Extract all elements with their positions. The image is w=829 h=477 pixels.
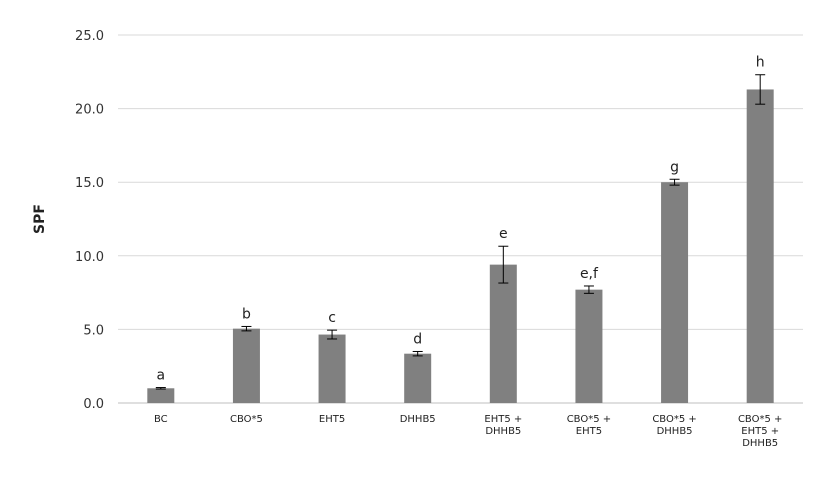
x-tick-label: CBO*5 xyxy=(230,414,263,425)
error-bar xyxy=(327,329,338,340)
significance-label: c xyxy=(328,310,336,326)
y-axis-title: SPF xyxy=(32,204,48,234)
gridlines xyxy=(118,34,803,330)
bars xyxy=(147,89,774,404)
significance-label: e,f xyxy=(580,266,599,282)
x-tick-label: EHT5 + xyxy=(484,414,522,425)
error-bar xyxy=(583,285,594,294)
y-tick-label: 10.0 xyxy=(75,250,104,265)
bar xyxy=(232,328,260,403)
y-tick-label: 25.0 xyxy=(75,29,104,44)
x-tick-label: BC xyxy=(154,414,168,425)
x-tick-label: EHT5 xyxy=(319,414,345,425)
x-tick-label: DHHB5 xyxy=(400,414,436,425)
y-tick-label: 15.0 xyxy=(75,176,104,191)
bar xyxy=(147,388,175,403)
significance-label: b xyxy=(242,306,251,322)
error-bars xyxy=(155,74,766,390)
x-tick-label: CBO*5 + xyxy=(652,414,696,425)
bar xyxy=(489,264,517,403)
y-tick-label: 0.0 xyxy=(83,397,104,412)
significance-label: h xyxy=(756,55,765,71)
significance-label: a xyxy=(157,368,166,384)
x-tick-label: EHT5 + xyxy=(741,426,779,437)
significance-label: e xyxy=(499,226,508,242)
bar xyxy=(318,334,346,403)
y-tick-label: 5.0 xyxy=(83,323,104,338)
error-bar xyxy=(755,74,766,105)
error-bar xyxy=(412,350,423,357)
bar xyxy=(404,353,432,403)
error-bar xyxy=(498,245,509,284)
x-tick-label: CBO*5 + xyxy=(738,414,782,425)
significance-labels: a b c d e e,f g h xyxy=(157,55,765,384)
bar xyxy=(746,89,774,404)
x-tick-label: EHT5 xyxy=(576,426,602,437)
bar xyxy=(661,182,689,403)
significance-label: g xyxy=(670,159,679,175)
x-tick-label: CBO*5 + xyxy=(567,414,611,425)
error-bar xyxy=(155,387,166,390)
y-tick-label: 20.0 xyxy=(75,103,104,118)
error-bar xyxy=(669,178,680,186)
y-axis-tick-labels: 0.0 5.0 10.0 15.0 20.0 25.0 xyxy=(75,29,104,412)
bar xyxy=(575,289,603,403)
significance-label: d xyxy=(413,331,422,347)
x-tick-label: DHHB5 xyxy=(485,426,521,437)
x-tick-label: DHHB5 xyxy=(657,426,693,437)
x-tick-label: DHHB5 xyxy=(742,438,778,449)
error-bar xyxy=(241,325,252,332)
